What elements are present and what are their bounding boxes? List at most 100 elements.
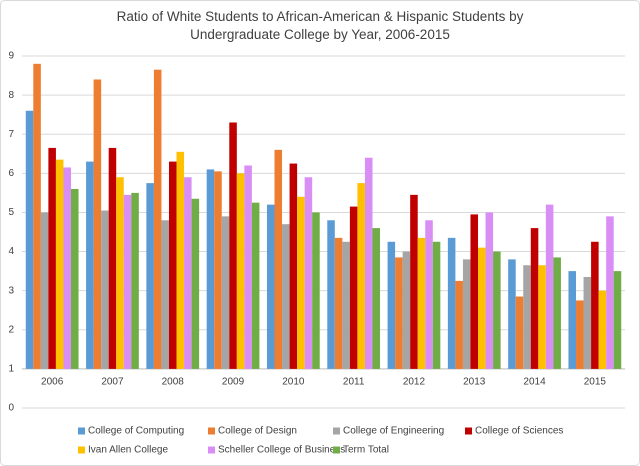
bar — [613, 271, 622, 369]
bar — [70, 188, 79, 369]
bar — [101, 210, 109, 369]
bar — [410, 194, 418, 369]
y-tick-label: 2 — [8, 324, 14, 335]
legend-swatch — [465, 427, 472, 435]
y-tick-label: 0 — [8, 403, 14, 414]
bar — [33, 63, 41, 369]
bar — [116, 177, 124, 369]
bar — [538, 265, 546, 369]
bar — [515, 296, 524, 369]
bar — [598, 290, 607, 369]
bar — [545, 204, 554, 369]
bar — [48, 147, 56, 369]
bar — [493, 251, 501, 369]
y-tick-label: 7 — [8, 129, 14, 140]
x-tick-label: 2011 — [343, 377, 365, 388]
bar — [349, 206, 358, 369]
bar — [289, 163, 298, 369]
bar — [274, 149, 283, 369]
bar — [229, 122, 237, 369]
y-tick-label: 3 — [8, 285, 14, 296]
bar — [282, 224, 290, 369]
legend-swatch — [78, 446, 85, 454]
bar — [123, 194, 132, 369]
bar — [455, 280, 463, 369]
bar — [447, 237, 456, 369]
bar — [161, 220, 169, 369]
y-tick-label: 5 — [8, 207, 14, 218]
bar — [432, 241, 441, 369]
bar — [266, 204, 275, 369]
bar — [236, 173, 245, 369]
bar — [462, 259, 471, 369]
bar — [402, 251, 411, 369]
y-tick-label: 8 — [8, 90, 14, 101]
bar — [55, 159, 64, 369]
x-tick-label: 2014 — [523, 377, 546, 388]
bar — [153, 69, 162, 369]
bar — [568, 271, 577, 369]
bar — [478, 247, 486, 369]
bar — [312, 212, 320, 369]
y-tick-label: 9 — [8, 51, 14, 62]
bar — [184, 177, 192, 369]
bar — [86, 161, 94, 369]
bar — [334, 237, 343, 369]
bar — [342, 241, 350, 369]
chart-title: Ratio of White Students to African-Ameri… — [116, 9, 524, 42]
legend-swatch — [208, 446, 215, 454]
bar — [523, 265, 531, 369]
bar — [176, 151, 185, 369]
legend-label: College of Design — [218, 426, 297, 437]
bar — [327, 220, 335, 369]
x-tick-label: 2006 — [41, 377, 64, 388]
bar — [591, 241, 599, 369]
legend-swatch — [333, 427, 340, 435]
bar — [583, 276, 592, 369]
bar — [93, 79, 102, 369]
legend-label: College of Computing — [88, 426, 184, 437]
legend-label: Ivan Allen College — [88, 445, 168, 456]
bar — [221, 216, 230, 369]
legend-swatch — [208, 427, 215, 435]
bar — [530, 228, 539, 369]
x-tick-label: 2009 — [222, 377, 245, 388]
bar — [244, 165, 252, 369]
bar — [251, 202, 260, 369]
bar — [25, 110, 34, 369]
bar — [191, 198, 200, 369]
bar — [387, 241, 396, 369]
x-tick-label: 2008 — [162, 377, 185, 388]
y-tick-label: 4 — [8, 246, 14, 257]
legend-label: Scheller College of Business — [218, 445, 345, 456]
bar — [146, 183, 154, 369]
x-tick-label: 2015 — [584, 377, 607, 388]
bar — [485, 212, 494, 369]
y-tick-label: 1 — [8, 364, 14, 375]
bar — [508, 259, 516, 369]
bar — [553, 257, 561, 369]
legend-label: College of Sciences — [475, 426, 563, 437]
legend-swatch — [333, 446, 340, 454]
bar — [40, 212, 49, 369]
bar — [108, 147, 117, 369]
bar — [131, 192, 139, 369]
bar — [576, 300, 584, 369]
legend-label: College of Engineering — [343, 426, 444, 437]
bar — [214, 171, 222, 369]
x-tick-label: 2007 — [101, 377, 124, 388]
legend-swatch — [78, 427, 85, 435]
bar — [357, 183, 365, 369]
x-tick-label: 2012 — [403, 377, 426, 388]
bar — [63, 167, 71, 369]
bar — [395, 257, 403, 369]
bar — [606, 216, 614, 369]
bar — [304, 177, 313, 369]
bar — [425, 220, 433, 369]
x-tick-label: 2013 — [463, 377, 486, 388]
legend-label: Term Total — [343, 445, 389, 456]
bar — [364, 157, 373, 369]
bar — [297, 196, 305, 369]
